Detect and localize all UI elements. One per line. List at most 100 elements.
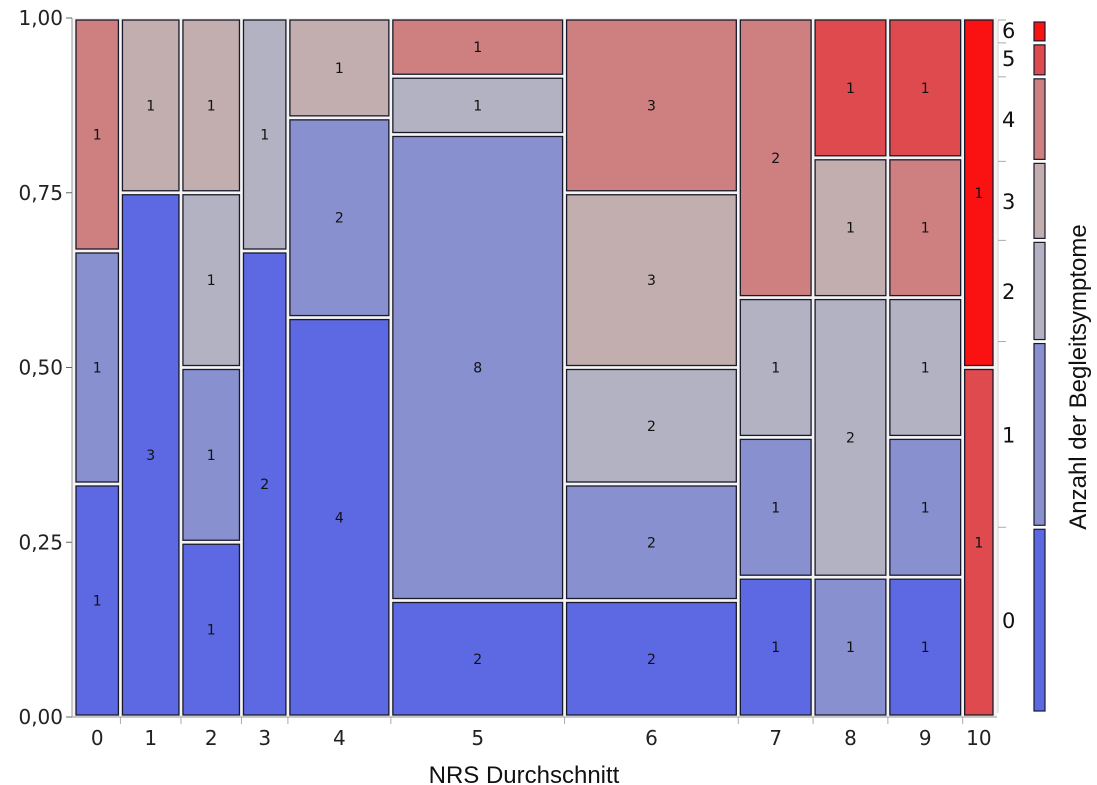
legend-label-0: 0 bbox=[1002, 609, 1015, 633]
tile-count-label: 1 bbox=[771, 361, 780, 377]
mosaic-tile-x2-cat2 bbox=[182, 194, 241, 367]
x-tick-label: 8 bbox=[844, 726, 857, 750]
tile-count-label: 1 bbox=[207, 623, 216, 639]
mosaic-tile-x5-cat0 bbox=[392, 601, 564, 716]
legend-swatch-5 bbox=[1033, 44, 1046, 76]
mosaic-tile-x9-cat0 bbox=[889, 578, 962, 716]
mosaic-tile-x2-cat1 bbox=[182, 368, 241, 541]
tile-count-label: 2 bbox=[260, 477, 269, 493]
mosaic-tile-x10-cat5 bbox=[964, 368, 994, 716]
legend-label-3: 3 bbox=[1002, 190, 1015, 214]
tile-count-label: 3 bbox=[647, 273, 656, 289]
tile-count-label: 1 bbox=[771, 500, 780, 516]
tile-count-label: 2 bbox=[846, 430, 855, 446]
x-tick-label: 3 bbox=[258, 726, 271, 750]
tile-count-label: 1 bbox=[921, 500, 930, 516]
mosaic-tile-x8-cat5 bbox=[814, 19, 887, 157]
x-tick-label: 6 bbox=[645, 726, 658, 750]
legend-title: Anzahl der Begleitsymptome bbox=[1065, 224, 1092, 529]
x-tick-label: 7 bbox=[769, 726, 782, 750]
tile-count-label: 1 bbox=[260, 128, 269, 144]
tile-count-label: 1 bbox=[921, 221, 930, 237]
mosaic-tile-x6-cat4 bbox=[565, 19, 737, 192]
tile-count-label: 1 bbox=[846, 221, 855, 237]
legend-swatch-1 bbox=[1033, 342, 1046, 526]
tile-count-label: 1 bbox=[146, 98, 155, 114]
mosaic-tile-x8-cat2 bbox=[814, 298, 887, 576]
tile-count-label: 1 bbox=[93, 594, 102, 610]
tile-count-label: 3 bbox=[647, 98, 656, 114]
tile-count-label: 1 bbox=[473, 40, 482, 56]
tile-count-label: 1 bbox=[846, 81, 855, 97]
x-axis: 0 1 2 3 4 5 6 7 8 9 10 bbox=[72, 716, 997, 750]
tile-count-label: 1 bbox=[921, 640, 930, 656]
legend-label-4: 4 bbox=[1002, 108, 1015, 132]
tile-count-label: 2 bbox=[335, 211, 344, 227]
mosaic-tile-x6-cat3 bbox=[565, 194, 737, 367]
mosaic-tile-x7-cat0 bbox=[739, 578, 812, 716]
y-tick-label: 0,50 bbox=[18, 356, 63, 380]
mosaic-tile-x3-cat2 bbox=[242, 19, 287, 250]
mosaic-tile-x0-cat4 bbox=[75, 19, 120, 250]
y-axis: 0,00 0,25 0,50 0,75 1,00 bbox=[18, 6, 73, 729]
mosaic-tile-x5-cat1 bbox=[392, 135, 564, 600]
mosaic-tile-x9-cat2 bbox=[889, 298, 962, 437]
legend-swatch-0 bbox=[1033, 528, 1046, 712]
mosaic-tile-x8-cat1 bbox=[814, 578, 887, 716]
x-tick-label: 4 bbox=[333, 726, 346, 750]
mosaic-tile-x4-cat1 bbox=[289, 119, 390, 317]
mosaic-tile-x7-cat1 bbox=[739, 438, 812, 576]
mosaic-tile-x4-cat3 bbox=[289, 19, 390, 117]
x-tick-label: 10 bbox=[966, 726, 991, 750]
tile-count-label: 1 bbox=[921, 81, 930, 97]
mosaic-tile-x9-cat1 bbox=[889, 438, 962, 576]
x-tick-label: 5 bbox=[471, 726, 484, 750]
legend-label-6: 6 bbox=[1002, 19, 1015, 43]
tile-count-label: 3 bbox=[146, 448, 155, 464]
tile-count-label: 1 bbox=[771, 640, 780, 656]
mosaic-tile-x4-cat0 bbox=[289, 318, 390, 716]
y-tick-label: 0,25 bbox=[18, 530, 63, 554]
tile-count-label: 2 bbox=[771, 151, 780, 167]
x-tick-label: 1 bbox=[144, 726, 157, 750]
mosaic-tiles: 1 1 1 3 1 1 1 1 1 2 1 4 2 1 2 8 1 1 2 2 2 3 3 1 1 1 2 1 2 1 1 1 1 1 1 1 1 1 bbox=[75, 19, 994, 716]
tile-count-label: 1 bbox=[846, 640, 855, 656]
mosaic-tile-x10-cat6 bbox=[964, 19, 994, 367]
mosaic-tile-x0-cat1 bbox=[75, 252, 120, 483]
mosaic-tile-x3-cat0 bbox=[242, 252, 287, 716]
mosaic-tile-x2-cat0 bbox=[182, 543, 241, 716]
legend-label-2: 2 bbox=[1002, 280, 1015, 304]
y-tick-label: 0,00 bbox=[18, 705, 63, 729]
mosaic-tile-x6-cat0 bbox=[565, 601, 737, 716]
mosaic-tile-x9-cat5 bbox=[889, 19, 962, 157]
tile-count-label: 1 bbox=[335, 61, 344, 77]
tile-count-label: 1 bbox=[473, 98, 482, 114]
x-tick-label: 0 bbox=[91, 726, 104, 750]
tile-count-label: 2 bbox=[473, 652, 482, 668]
tile-count-label: 1 bbox=[921, 361, 930, 377]
mosaic-tile-x7-cat2 bbox=[739, 298, 812, 437]
y-tick-label: 0,75 bbox=[18, 181, 63, 205]
tile-count-label: 4 bbox=[335, 510, 344, 526]
tile-count-label: 1 bbox=[974, 186, 983, 202]
legend-swatch-2 bbox=[1033, 241, 1046, 341]
mosaic-tile-x8-cat3 bbox=[814, 159, 887, 297]
tile-count-label: 2 bbox=[647, 419, 656, 435]
legend-swatch-6 bbox=[1033, 21, 1046, 42]
mosaic-tile-x6-cat1 bbox=[565, 485, 737, 600]
tile-count-label: 1 bbox=[93, 361, 102, 377]
mosaic-tile-x1-cat3 bbox=[121, 19, 180, 192]
legend-swatch-4 bbox=[1033, 78, 1046, 160]
tile-count-label: 8 bbox=[473, 361, 482, 377]
legend-label-1: 1 bbox=[1002, 423, 1015, 447]
y-tick-label: 1,00 bbox=[18, 6, 63, 30]
x-tick-label: 2 bbox=[205, 726, 218, 750]
legend: 0 1 2 3 4 5 6 bbox=[997, 19, 1046, 713]
mosaic-tile-x6-cat2 bbox=[565, 368, 737, 483]
mosaic-tile-x7-cat4 bbox=[739, 19, 812, 297]
x-tick-label: 9 bbox=[919, 726, 932, 750]
legend-label-5: 5 bbox=[1002, 47, 1015, 71]
mosaic-tile-x2-cat3 bbox=[182, 19, 241, 192]
legend-swatch-3 bbox=[1033, 162, 1046, 239]
